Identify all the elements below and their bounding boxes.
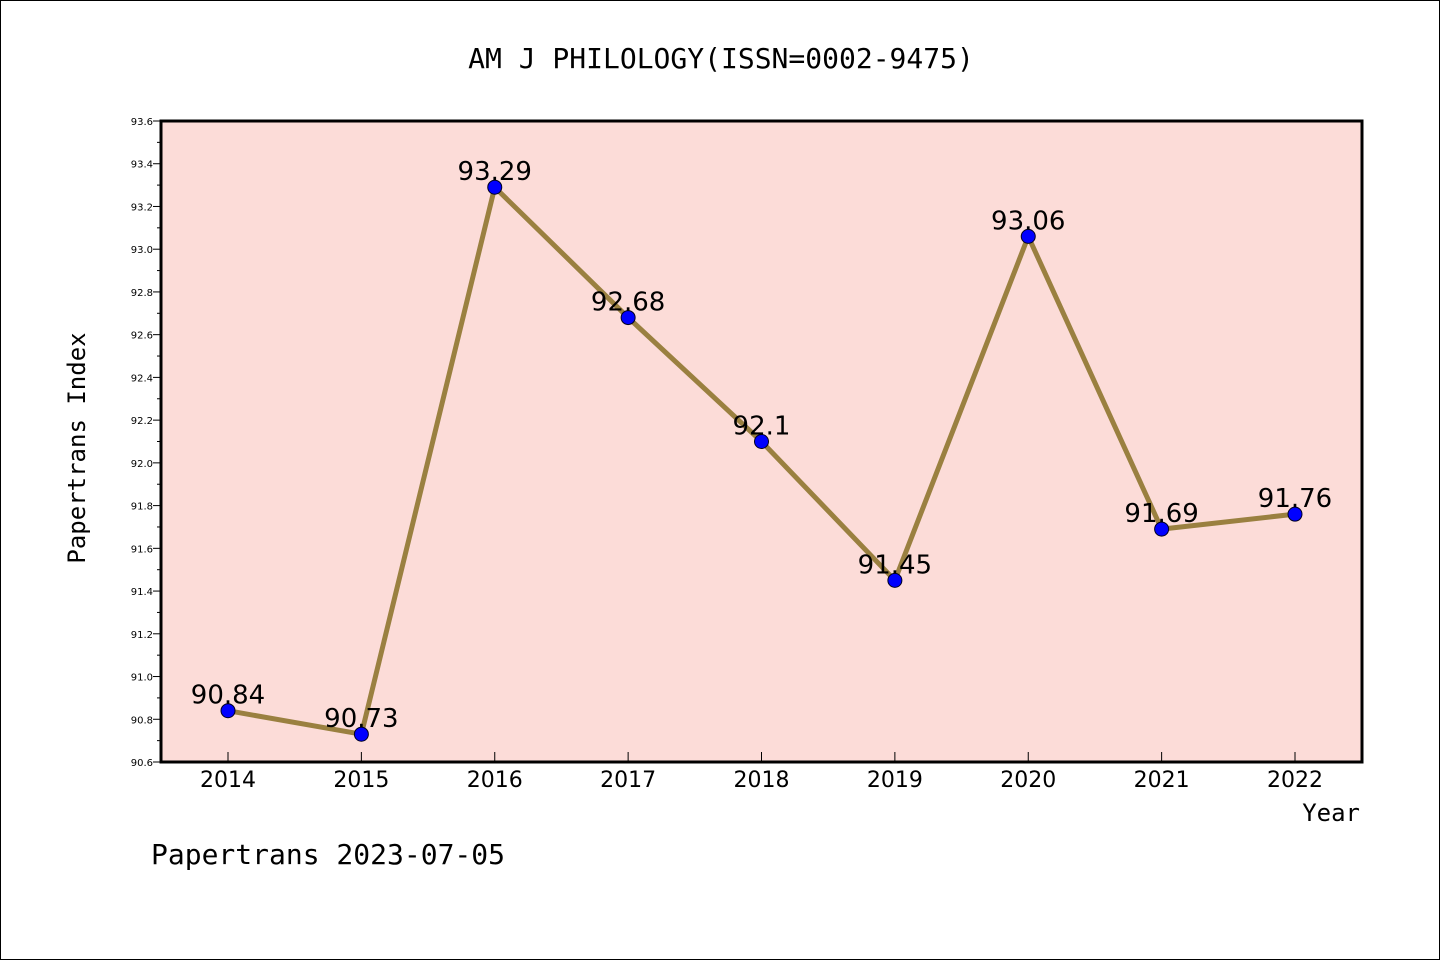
y-tick-label: 92.4 [131, 373, 153, 384]
chart-title: AM J PHILOLOGY(ISSN=0002-9475) [468, 42, 974, 75]
y-tick-label: 91.6 [131, 544, 153, 555]
x-tick-label: 2022 [1267, 768, 1323, 793]
x-axis-ticks: 2014 2015 2016 2017 2018 2019 2020 2021 2022 [200, 752, 1323, 793]
y-tick-label: 91.8 [131, 502, 153, 513]
data-label: 90.84 [191, 681, 265, 711]
data-label: 93.29 [458, 157, 532, 187]
data-point [620, 310, 636, 326]
data-point [487, 179, 503, 195]
data-point [353, 726, 369, 742]
x-tick-label: 2018 [734, 768, 790, 793]
y-tick-label: 92.2 [131, 416, 153, 427]
data-point [887, 572, 903, 588]
x-tick-label: 2016 [467, 768, 523, 793]
x-tick-label: 2014 [200, 768, 256, 793]
x-axis-label: Year [1302, 799, 1360, 827]
data-label: 92.68 [591, 288, 665, 318]
x-tick-label: 2015 [333, 768, 389, 793]
x-tick-label: 2021 [1134, 768, 1190, 793]
data-point [1287, 506, 1303, 522]
footer-text: Papertrans 2023-07-05 [151, 838, 505, 871]
y-tick-label: 93.4 [131, 160, 153, 171]
y-tick-label: 91.0 [131, 673, 153, 684]
y-tick-label: 93.6 [131, 117, 153, 128]
data-label-group: 90.84 90.73 93.29 92.68 92.1 91.45 93.06 91.69 9… [191, 157, 1332, 734]
series-group [220, 179, 1303, 742]
data-label: 91.45 [858, 550, 932, 580]
data-point [754, 434, 769, 449]
data-label: 90.73 [324, 704, 398, 734]
y-tick-label: 92.8 [131, 288, 153, 299]
y-tick-label: 91.2 [131, 630, 153, 641]
plot-frame [159, 119, 1364, 764]
data-point [1020, 228, 1036, 244]
y-tick-label: 92.6 [131, 331, 153, 342]
y-axis-label: Papertrans Index [63, 332, 91, 563]
y-tick-label: 93.2 [131, 202, 153, 213]
y-tick-label: 90.8 [131, 715, 153, 726]
y-axis-ticks: 90.6 90.8 91.0 91.2 91.4 91.6 91.8 92.0 92.2 92.4… [131, 117, 161, 769]
data-point [220, 703, 236, 719]
x-tick-label: 2020 [1000, 768, 1056, 793]
data-label: 91.76 [1258, 484, 1332, 514]
y-tick-label: 92.0 [131, 459, 153, 470]
y-tick-label: 93.0 [131, 245, 153, 256]
y-tick-label: 90.6 [131, 758, 153, 769]
data-point [1154, 521, 1170, 537]
data-label: 92.1 [733, 412, 791, 442]
x-tick-label: 2019 [867, 768, 923, 793]
data-label: 93.06 [991, 206, 1065, 236]
x-tick-label: 2017 [600, 768, 656, 793]
y-tick-label: 91.4 [131, 587, 153, 598]
data-label: 91.69 [1124, 499, 1198, 529]
